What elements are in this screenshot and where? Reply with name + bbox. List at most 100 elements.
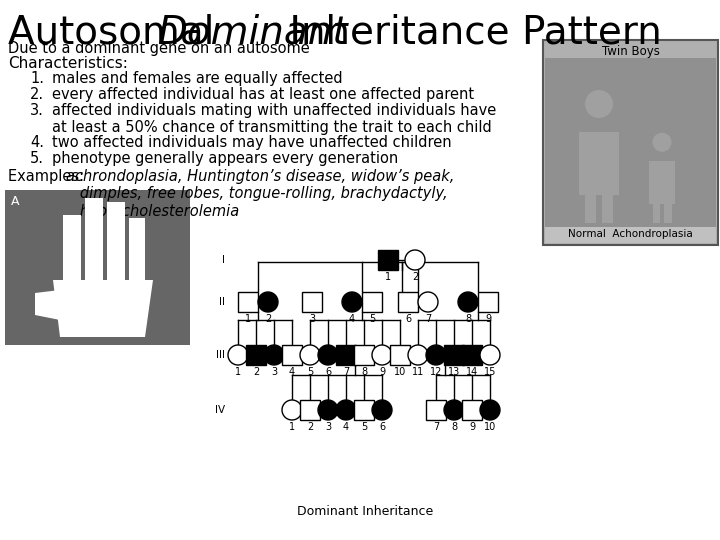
Bar <box>462 400 482 420</box>
Bar <box>354 345 374 365</box>
Circle shape <box>408 345 428 365</box>
Bar <box>63 215 81 280</box>
Text: 7: 7 <box>343 367 349 377</box>
Text: A: A <box>11 195 19 208</box>
Text: 3: 3 <box>271 367 277 377</box>
Circle shape <box>444 400 464 420</box>
Bar <box>649 161 675 204</box>
Text: 12: 12 <box>430 367 442 377</box>
Text: phenotype generally appears every generation: phenotype generally appears every genera… <box>52 151 398 166</box>
Text: 10: 10 <box>484 422 496 432</box>
Bar <box>390 345 410 365</box>
Text: Normal  Achondroplasia: Normal Achondroplasia <box>568 229 693 239</box>
Text: Dominant: Dominant <box>158 13 348 51</box>
Text: II: II <box>219 297 225 307</box>
Bar <box>398 292 418 312</box>
Bar <box>543 40 718 245</box>
Bar <box>302 292 322 312</box>
Text: 8: 8 <box>465 314 471 324</box>
Text: 3: 3 <box>325 422 331 432</box>
Text: Inheritance Pattern: Inheritance Pattern <box>277 13 662 51</box>
Text: 9: 9 <box>379 367 385 377</box>
Text: Due to a dominant gene on an autosome: Due to a dominant gene on an autosome <box>8 41 310 56</box>
Bar <box>545 227 716 243</box>
Text: Characteristics:: Characteristics: <box>8 56 128 71</box>
Bar <box>426 400 446 420</box>
Text: every affected individual has at least one affected parent: every affected individual has at least o… <box>52 87 474 102</box>
Text: 3: 3 <box>309 314 315 324</box>
Bar <box>580 132 618 195</box>
Bar <box>354 400 374 420</box>
Text: 2: 2 <box>265 314 271 324</box>
Text: 7: 7 <box>425 314 431 324</box>
Bar <box>362 292 382 312</box>
Bar <box>336 345 356 365</box>
Circle shape <box>458 292 478 312</box>
Text: 4: 4 <box>289 367 295 377</box>
Circle shape <box>480 400 500 420</box>
Bar <box>462 345 482 365</box>
Circle shape <box>652 133 672 152</box>
Bar <box>664 204 672 223</box>
Text: 8: 8 <box>361 367 367 377</box>
Circle shape <box>264 345 284 365</box>
Circle shape <box>318 345 338 365</box>
Text: 1: 1 <box>235 367 241 377</box>
Bar <box>129 218 145 280</box>
Text: 9: 9 <box>469 422 475 432</box>
Text: Examples:: Examples: <box>8 169 89 184</box>
Text: 1: 1 <box>385 272 391 282</box>
Bar <box>5 190 190 345</box>
Text: males and females are equally affected: males and females are equally affected <box>52 71 343 86</box>
Circle shape <box>300 345 320 365</box>
Bar <box>238 292 258 312</box>
Text: 3.: 3. <box>30 103 44 118</box>
Text: 2: 2 <box>307 422 313 432</box>
Text: achrondoplasia, Huntington’s disease, widow’s peak,
   dimples, free lobes, tong: achrondoplasia, Huntington’s disease, wi… <box>66 169 454 219</box>
Text: 4: 4 <box>343 422 349 432</box>
Text: 11: 11 <box>412 367 424 377</box>
Text: Autosomal: Autosomal <box>8 13 227 51</box>
Text: Dominant Inheritance: Dominant Inheritance <box>297 505 433 518</box>
Text: 5: 5 <box>307 367 313 377</box>
Text: 10: 10 <box>394 367 406 377</box>
Circle shape <box>480 345 500 365</box>
Text: 4: 4 <box>349 314 355 324</box>
Text: 13: 13 <box>448 367 460 377</box>
Bar <box>378 250 398 270</box>
Text: 2: 2 <box>412 272 418 282</box>
Text: 2: 2 <box>253 367 259 377</box>
Bar <box>300 400 320 420</box>
Circle shape <box>282 400 302 420</box>
Text: 1.: 1. <box>30 71 44 86</box>
Bar <box>652 204 660 223</box>
Text: affected individuals mating with unaffected individuals have
at least a 50% chan: affected individuals mating with unaffec… <box>52 103 496 136</box>
Polygon shape <box>53 280 153 337</box>
Text: 7: 7 <box>433 422 439 432</box>
Text: 15: 15 <box>484 367 496 377</box>
Bar <box>545 58 716 243</box>
Text: 6: 6 <box>325 367 331 377</box>
Text: 2.: 2. <box>30 87 44 102</box>
Circle shape <box>426 345 446 365</box>
Bar <box>85 198 103 280</box>
Circle shape <box>318 400 338 420</box>
Text: 5.: 5. <box>30 151 44 166</box>
Circle shape <box>372 345 392 365</box>
Text: 8: 8 <box>451 422 457 432</box>
Circle shape <box>342 292 362 312</box>
Text: 5: 5 <box>369 314 375 324</box>
Circle shape <box>336 400 356 420</box>
Polygon shape <box>35 290 60 320</box>
Text: 1: 1 <box>289 422 295 432</box>
Circle shape <box>418 292 438 312</box>
Circle shape <box>228 345 248 365</box>
Text: 14: 14 <box>466 367 478 377</box>
Bar <box>602 195 613 223</box>
Text: 1: 1 <box>245 314 251 324</box>
Text: two affected individuals may have unaffected children: two affected individuals may have unaffe… <box>52 135 451 150</box>
Circle shape <box>585 90 613 118</box>
Bar <box>585 195 596 223</box>
Text: 4.: 4. <box>30 135 44 150</box>
Text: Twin Boys: Twin Boys <box>602 45 660 58</box>
